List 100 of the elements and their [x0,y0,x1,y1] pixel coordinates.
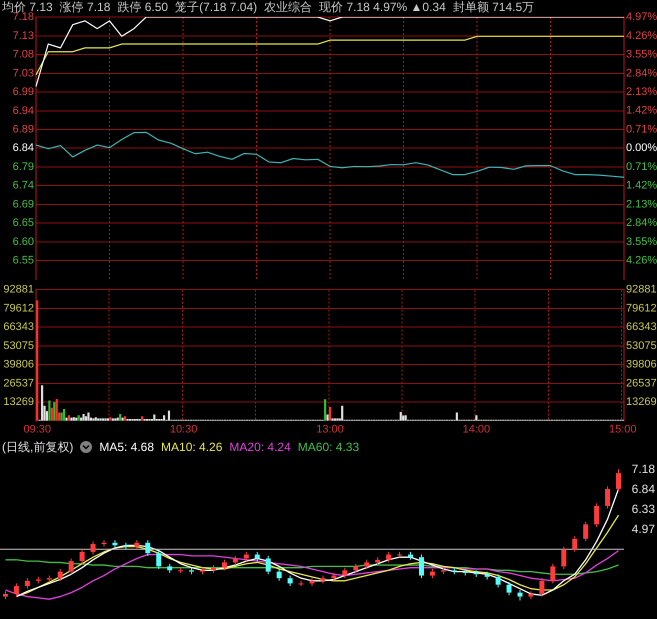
bar [336,418,338,421]
x-tick-label: 09:30 [23,423,51,436]
bar [72,417,75,421]
y2-tick-label: 0.00% [626,142,657,154]
bar [56,399,58,421]
bar [475,415,478,421]
bar [324,399,326,421]
y2-tick-label: 39806 [626,358,657,371]
candlestick [156,550,162,570]
y2-tick-label: 79612 [626,302,657,314]
y-tick-label: 6.55 [12,254,34,267]
candlestick [310,578,314,587]
text: 涨停 7.18 [60,0,110,14]
candlestick [2,590,8,600]
y2-tick-label: 4.97% [626,11,657,24]
y-tick-label: 6.74 [12,180,34,192]
candlestick [276,568,282,582]
bar [94,417,97,421]
candlestick [353,563,358,574]
text: 笼子(7.18 7.04) [175,0,258,14]
candlestick [320,575,326,584]
y-tick-label: 7.13 [12,30,34,42]
y-tick-label: 6.94 [12,104,34,117]
bar [116,418,119,421]
candlestick [102,540,106,548]
y-tick-label: 26537 [3,377,34,390]
text: MA60: 4.33 [298,440,360,454]
y2-tick-label: 0.71% [626,160,657,173]
candlestick [518,589,522,601]
bar [97,418,100,421]
bar [141,416,144,421]
bar [109,417,112,421]
y2-tick-label: 3.55% [626,48,657,61]
candlestick [364,559,370,570]
y-tick-label: 53075 [3,340,34,352]
bar [404,415,407,421]
candlestick [36,576,41,584]
candlestick [58,568,63,582]
candlestick [254,551,260,562]
y2-tick-label: 2.84% [626,67,657,80]
candlestick [528,590,534,600]
bar [41,385,44,421]
x-tick-label: 14:00 [462,423,490,436]
candlestick [386,551,392,563]
candlestick [462,568,468,576]
candlestick [14,582,19,598]
candlestick [550,563,556,584]
y-tick-label: 66343 [3,321,34,334]
y2-tick-label: 53075 [626,340,657,352]
x-tick-label: 15:00 [609,423,637,436]
candlestick [167,563,172,574]
candlestick [288,575,293,587]
candlestick [80,548,85,564]
bar [114,418,116,421]
candlestick [561,546,566,570]
y2-tick-label: 4.26% [626,254,657,267]
text: MA20: 4.24 [229,440,291,454]
bar [84,416,88,421]
y2-tick-label: 4.26% [626,30,657,42]
candlestick [266,555,271,575]
bar [68,415,70,421]
y-tick-label: 6.79 [12,161,34,174]
candlestick [572,536,578,552]
y2-tick-label: 2.84% [626,217,657,230]
candlestick [244,551,249,562]
candlestick [375,556,380,566]
bar [87,412,90,421]
text: 6.33 [632,502,655,516]
y-tick-label: 6.89 [12,123,34,136]
bar [75,418,78,421]
y2-tick-label: 1.42% [626,104,657,117]
y2-tick-label: 0.71% [626,123,657,136]
y-tick-label: 7.18 [12,11,34,24]
y-tick-label: 92881 [3,284,34,296]
candlestick [594,502,600,528]
y2-tick-label: 13269 [626,396,657,408]
bar [400,412,402,421]
candlestick [484,571,490,580]
candlestick [232,555,238,566]
y-tick-label: 13269 [3,396,34,408]
y-tick-label: 79612 [3,302,34,314]
text: 7.18 [632,462,655,476]
y2-tick-label: 3.55% [626,236,657,248]
x-tick-label: 13:00 [316,423,344,436]
y-tick-label: 6.84 [12,142,34,154]
y2-tick-label: 1.42% [626,180,657,192]
candlestick [68,558,74,575]
y2-tick-label: 2.13% [626,198,657,210]
candlestick [46,575,52,583]
y2-tick-label: 92881 [626,284,657,296]
text: 4.97 [632,522,655,536]
bar [53,402,56,421]
text: 现价 7.18 4.97% ▲0.34 [319,0,446,14]
candlestick [112,540,118,548]
candlestick [430,568,435,579]
y-tick-label: 6.60 [12,236,34,248]
bar [36,300,38,421]
y-tick-label: 7.03 [12,67,34,80]
bar [456,412,458,421]
bar [78,415,80,421]
